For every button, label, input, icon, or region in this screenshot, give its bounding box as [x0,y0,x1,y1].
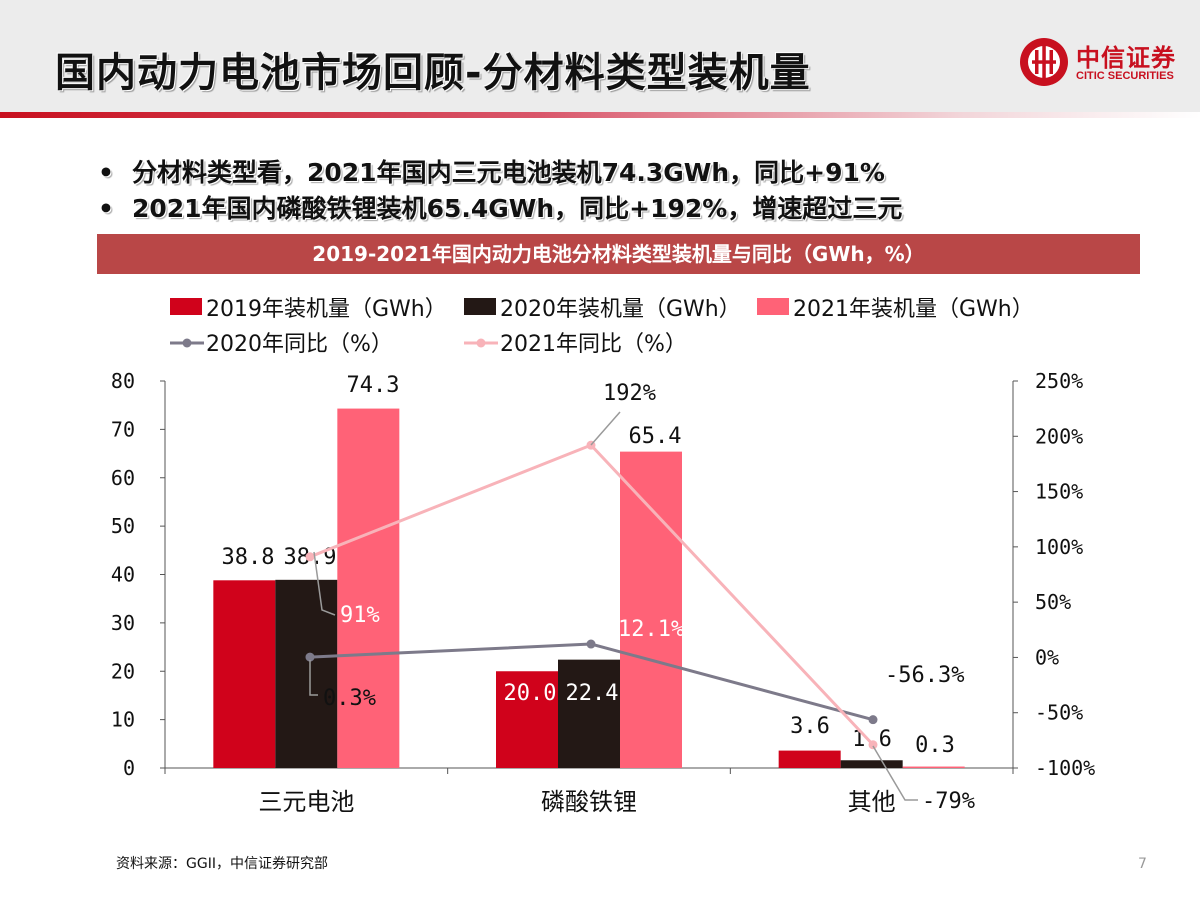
bar-value-label: 65.4 [629,424,682,449]
x-tick-label: 磷酸铁锂 [541,788,637,816]
bar [337,408,400,768]
y-left-tick-label: 70 [111,417,135,441]
y-right-tick-label: 150% [1035,480,1083,504]
x-tick-label: 其他 [848,788,896,816]
y-left-tick-label: 0 [123,756,135,780]
x-tick-label: 三元电池 [258,788,354,816]
y-left-tick-label: 40 [111,563,135,587]
logo-text-cn: 中信证券 [1076,44,1176,72]
page-number: 7 [1138,856,1147,872]
bar [902,766,965,768]
y-right-tick-label: -50% [1035,701,1083,725]
bar [558,659,620,768]
y-left-tick-label: 30 [111,611,135,635]
label-leader-line [309,660,318,696]
chart-title-banner: 2019-2021年国内动力电池分材料类型装机量与同比（GWh，%） [97,234,1140,274]
y-left-tick-label: 10 [111,708,135,732]
y-right-tick-label: -100% [1035,756,1095,780]
header-bar [0,0,1200,112]
bar [620,451,682,768]
bar-value-label: 20.0 [504,681,557,706]
line-value-label: -56.3% [885,663,964,688]
legend-label: 2021年装机量（GWh） [793,297,1034,322]
bar [275,579,338,768]
logo-text-en: CITIC SECURITIES [1076,70,1174,82]
label-leader-line [313,551,336,616]
bar-value-label: 3.6 [790,714,830,739]
bar [213,580,276,768]
line-point [868,740,878,750]
legend-swatch [757,298,789,315]
line-point [586,639,596,649]
line-value-label: 12.1% [618,617,684,642]
legend-swatch [464,298,496,315]
line-value-label: -79% [922,789,975,814]
bullet-dot: • [98,194,114,223]
bullet-dot: • [98,158,114,187]
bullet-text: 2021年国内磷酸铁锂装机65.4GWh，同比+192%，增速超过三元 [132,194,903,223]
legend-swatch [170,298,202,315]
bar [496,671,558,768]
bar-value-label: 74.3 [347,373,400,398]
citic-logo-icon [1020,38,1068,86]
source-note: 资料来源：GGII，中信证券研究部 [116,856,328,872]
legend-label: 2020年同比（%） [206,332,393,357]
bar [840,760,903,768]
legend-line-marker [182,338,192,348]
bar [778,750,841,768]
header-divider [0,112,1200,118]
y-right-tick-label: 0% [1035,645,1059,669]
legend-line-marker [476,338,486,348]
citic-logo: 中信证券 CITIC SECURITIES [1018,36,1178,96]
legend-label: 2021年同比（%） [500,332,687,357]
y-right-tick-label: 250% [1035,369,1083,393]
y-right-tick-label: 50% [1035,590,1071,614]
label-leader-line [872,745,918,801]
bar-value-label: 0.3 [915,733,955,758]
y-left-tick-label: 20 [111,659,135,683]
bar-value-label: 22.4 [566,681,619,706]
bullet-list: • 分材料类型看，2021年国内三元电池装机74.3GWh，同比+91% • 2… [98,155,902,227]
line-value-label: 192% [603,381,656,406]
bullet-item: • 分材料类型看，2021年国内三元电池装机74.3GWh，同比+91% [98,155,902,191]
line-point [305,652,315,662]
bullet-text: 分材料类型看，2021年国内三元电池装机74.3GWh，同比+91% [132,158,885,187]
bar-value-label: 38.8 [222,545,275,570]
legend-label: 2019年装机量（GWh） [206,297,447,322]
label-leader-line [590,411,621,446]
line-value-label: 0.3% [323,686,376,711]
y-right-tick-label: 100% [1035,535,1083,559]
line-value-label: 91% [340,603,380,628]
legend-label: 2020年装机量（GWh） [500,297,741,322]
y-right-tick-label: 200% [1035,424,1083,448]
y-left-tick-label: 50 [111,514,135,538]
y-left-tick-label: 80 [111,369,135,393]
line-point [868,715,878,725]
y-left-tick-label: 60 [111,466,135,490]
line-point [305,552,315,562]
page-title: 国内动力电池市场回顾-分材料类型装机量 [55,50,811,96]
bullet-item: • 2021年国内磷酸铁锂装机65.4GWh，同比+192%，增速超过三元 [98,191,902,227]
